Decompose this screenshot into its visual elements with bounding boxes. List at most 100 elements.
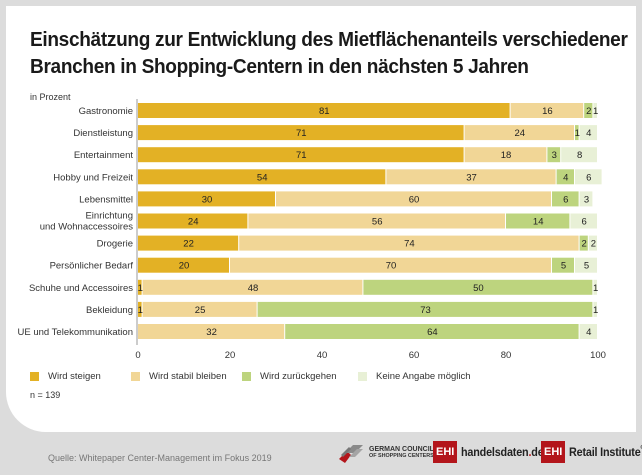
x-tick-label: 100	[590, 350, 606, 361]
category-label: Lebensmittel	[79, 194, 133, 205]
data-label: 37	[466, 172, 477, 183]
category-label: Schuhe und Accessoires	[29, 283, 133, 294]
category-label: Dienstleistung	[73, 128, 133, 139]
data-label: 74	[404, 239, 415, 250]
bar-segment	[138, 213, 248, 229]
legend-swatch	[242, 372, 251, 381]
bar-segment	[593, 301, 597, 317]
data-label: 6	[563, 194, 568, 205]
ehi-box: EHI	[541, 441, 566, 463]
data-label: 6	[582, 217, 587, 228]
bar-segment	[142, 301, 257, 317]
bar-segment	[584, 103, 593, 118]
data-label: 25	[195, 305, 206, 316]
bar-segment	[138, 191, 275, 207]
data-label: 16	[542, 106, 553, 117]
bar-segment	[556, 169, 574, 185]
data-label: 50	[473, 283, 484, 294]
gcsc-line-2: OF SHOPPING CENTERS	[369, 453, 434, 459]
data-label: 2	[586, 106, 591, 117]
category-label: Bekleidung	[86, 305, 133, 316]
data-label: 54	[257, 172, 268, 183]
data-label: 3	[584, 194, 589, 205]
handelsdaten-tld: de	[531, 445, 544, 459]
category-label: Persönlicher Bedarf	[50, 261, 134, 272]
bar-segment	[239, 235, 579, 251]
legend-label: Wird stabil bleiben	[149, 371, 227, 382]
category-label: Gastronomie	[79, 106, 133, 117]
bar-segment	[248, 213, 505, 229]
legend-swatch	[131, 372, 140, 381]
legend-label: Keine Angabe möglich	[376, 371, 471, 382]
bar-segment	[464, 125, 574, 141]
data-label: 71	[296, 128, 307, 139]
data-label: 5	[561, 261, 566, 272]
legend-swatch	[30, 372, 39, 381]
legend-item-zurueck: Wird zurückgehen	[242, 371, 337, 382]
data-label: 2	[582, 239, 587, 250]
bar-segment	[575, 125, 579, 141]
chart-title: Einschätzung zur Entwicklung des Mietflä…	[30, 26, 628, 80]
data-label: 4	[586, 327, 591, 338]
data-label: 30	[202, 194, 213, 205]
data-label: 81	[319, 106, 330, 117]
bar-segment	[138, 324, 285, 339]
bar-segment	[285, 324, 579, 339]
source-note: Quelle: Whitepaper Center-Management im …	[48, 453, 272, 463]
data-label: 6	[586, 172, 591, 183]
data-label: 1	[138, 283, 143, 294]
bar-segment	[547, 147, 561, 163]
data-label: 71	[296, 150, 307, 161]
bar-segment	[386, 169, 556, 185]
bar-segment	[138, 169, 386, 185]
bar-segment	[510, 103, 584, 118]
data-label: 1	[138, 305, 143, 316]
legend-label: Wird zurückgehen	[260, 371, 337, 382]
x-tick-label: 20	[225, 350, 236, 361]
bar-segment	[363, 279, 593, 295]
data-label: 1	[593, 106, 598, 117]
data-label: 48	[248, 283, 259, 294]
handelsdaten-dot: .	[528, 445, 532, 459]
ehi-box: EHI	[433, 441, 458, 463]
bar-segment	[464, 147, 547, 163]
handelsdaten-logo: EHI handelsdaten.de	[433, 441, 553, 463]
title-line-1: Einschätzung zur Entwicklung des Mietflä…	[30, 28, 628, 51]
bar-segment	[257, 301, 593, 317]
data-label: 5	[584, 261, 589, 272]
category-label: Drogerie	[97, 239, 133, 250]
gcsc-emblem-icon	[339, 445, 363, 463]
bar-segment	[588, 235, 597, 251]
bar-segment	[579, 191, 593, 207]
ehi-retail-logo: EHI Retail Institute®	[541, 441, 642, 463]
data-label: 24	[188, 217, 199, 228]
bar-segment	[593, 103, 597, 118]
data-label: 70	[386, 261, 397, 272]
legend-swatch	[358, 372, 367, 381]
gcsc-logo: GERMAN COUNCIL OF SHOPPING CENTERS	[337, 441, 434, 465]
bar-segment	[575, 257, 597, 273]
category-label: Hobby und Freizeit	[53, 172, 133, 183]
category-label: UE und Telekommunikation	[18, 327, 133, 338]
x-tick-label: 80	[501, 350, 512, 361]
legend-item-keine: Keine Angabe möglich	[358, 371, 471, 382]
data-label: 14	[533, 217, 544, 228]
bar-segment	[276, 191, 551, 207]
bar-segment	[138, 301, 142, 317]
x-tick-label: 0	[135, 350, 140, 361]
data-label: 32	[206, 327, 217, 338]
data-label: 3	[552, 150, 557, 161]
bar-segment	[579, 125, 597, 141]
data-label: 56	[372, 217, 383, 228]
x-tick-label: 40	[317, 350, 328, 361]
title-line-2: Branchen in Shopping-Centern in den näch…	[30, 55, 529, 78]
data-label: 4	[563, 172, 568, 183]
bar-segment	[138, 279, 142, 295]
bar-segment	[579, 235, 588, 251]
retail-institute-text: Retail Institute	[569, 445, 641, 459]
legend-item-steigen: Wird steigen	[30, 371, 101, 382]
bar-segment	[552, 257, 574, 273]
data-label: 4	[586, 128, 591, 139]
bar-segment	[138, 103, 510, 118]
bar-segment	[138, 125, 464, 141]
